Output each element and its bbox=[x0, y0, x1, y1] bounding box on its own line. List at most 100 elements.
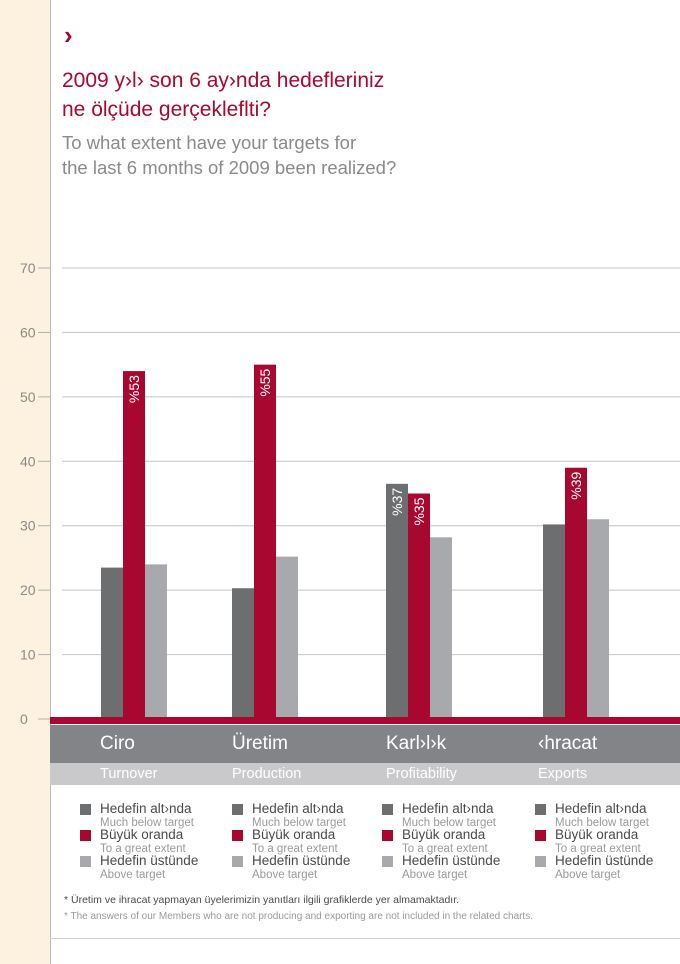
legend-label-en: Much below target bbox=[100, 817, 194, 829]
legend-item: Hedefin üstünde Above target bbox=[80, 852, 230, 886]
bar bbox=[101, 567, 123, 719]
legend-label-en: Much below target bbox=[555, 817, 649, 829]
legend-label-en: To a great extent bbox=[252, 843, 338, 855]
category-label-tr: Üretim bbox=[232, 733, 288, 754]
legend-label-tr: Büyük oranda bbox=[555, 827, 639, 842]
legend-label-en: To a great extent bbox=[402, 843, 488, 855]
title-en-line-1: To what extent have your targets for bbox=[62, 132, 357, 153]
category-label-tr: Ciro bbox=[100, 733, 135, 754]
legend-label-tr: Hedefin alt›nda bbox=[555, 801, 647, 816]
bar-data-label: %37 bbox=[389, 488, 405, 516]
page-title-en: To what extent have your targets for the… bbox=[62, 130, 622, 180]
legend-swatch-below bbox=[80, 804, 91, 815]
page-margin-strip bbox=[0, 0, 51, 964]
legend-label-en: Above target bbox=[100, 869, 166, 881]
legend-label-tr: Hedefin alt›nda bbox=[100, 801, 192, 816]
legend-swatch-above bbox=[232, 856, 243, 867]
y-tick-label: 60 bbox=[20, 324, 36, 340]
legend-column: Hedefin alt›nda Much below target Büyük … bbox=[382, 800, 532, 886]
legend-item: Büyük oranda To a great extent bbox=[232, 826, 382, 860]
legend-item: Hedefin üstünde Above target bbox=[382, 852, 532, 886]
category-label-tr: ‹hracat bbox=[538, 733, 598, 754]
y-tick-label: 70 bbox=[20, 260, 36, 276]
legend-label-tr: Hedefin üstünde bbox=[555, 853, 654, 868]
legend-label-en: Above target bbox=[252, 869, 318, 881]
bar bbox=[386, 483, 408, 719]
category-label-en: Exports bbox=[538, 766, 588, 782]
bar bbox=[587, 519, 609, 719]
category-label-en: Turnover bbox=[100, 766, 158, 782]
bar-data-label: %39 bbox=[568, 472, 584, 500]
title-tr-line-2: ne ölçüde gerçekleflti? bbox=[62, 98, 271, 121]
bar-data-label: %55 bbox=[257, 368, 273, 396]
legend-swatch-great bbox=[535, 830, 546, 841]
legend-label-en: To a great extent bbox=[100, 843, 186, 855]
category-label-en: Production bbox=[232, 766, 302, 782]
legend-swatch-above bbox=[80, 856, 91, 867]
x-axis-baseline bbox=[50, 717, 680, 724]
bar bbox=[232, 588, 254, 719]
title-en-line-2: the last 6 months of 2009 been realized? bbox=[62, 157, 397, 178]
legend-swatch-below bbox=[535, 804, 546, 815]
bar bbox=[254, 364, 276, 719]
category-label-tr: Karl›l›k bbox=[386, 733, 447, 754]
legend-label-tr: Hedefin üstünde bbox=[402, 853, 501, 868]
bar bbox=[276, 556, 298, 719]
legend-item: Hedefin üstünde Above target bbox=[535, 852, 680, 886]
legend-label-en: Above target bbox=[555, 869, 621, 881]
category-band-en bbox=[50, 763, 680, 785]
legend-swatch-below bbox=[382, 804, 393, 815]
footnote-tr: * Üretim ve ihracat yapmayan üyelerimizi… bbox=[64, 894, 460, 906]
legend-label-tr: Hedefin üstünde bbox=[100, 853, 199, 868]
chevron-right-icon: › bbox=[64, 20, 73, 50]
legend-label-tr: Hedefin alt›nda bbox=[252, 801, 344, 816]
legend-item: Hedefin üstünde Above target bbox=[232, 852, 382, 886]
bar bbox=[145, 564, 167, 719]
footnote-en: * The answers of our Members who are not… bbox=[64, 911, 533, 922]
page-title-tr: 2009 y›l› son 6 ay›nda hedefleriniz ne ö… bbox=[62, 66, 622, 124]
y-tick-label: 30 bbox=[20, 518, 36, 534]
legend-swatch-above bbox=[382, 856, 393, 867]
legend-item: Büyük oranda To a great extent bbox=[382, 826, 532, 860]
legend-label-tr: Büyük oranda bbox=[252, 827, 336, 842]
legend-item: Büyük oranda To a great extent bbox=[80, 826, 230, 860]
bar-data-label: %35 bbox=[411, 497, 427, 525]
legend-swatch-great bbox=[232, 830, 243, 841]
legend-label-en: Much below target bbox=[402, 817, 496, 829]
legend-label-tr: Büyük oranda bbox=[402, 827, 486, 842]
legend-column: Hedefin alt›nda Much below target Büyük … bbox=[80, 800, 230, 886]
legend-label-tr: Hedefin alt›nda bbox=[402, 801, 494, 816]
bar bbox=[543, 524, 565, 719]
legend-item: Hedefin alt›nda Much below target bbox=[232, 800, 382, 834]
legend-label-tr: Büyük oranda bbox=[100, 827, 184, 842]
bar bbox=[430, 537, 452, 719]
bar bbox=[565, 467, 587, 719]
legend-label-en: Much below target bbox=[252, 817, 346, 829]
legend-swatch-above bbox=[535, 856, 546, 867]
legend-swatch-great bbox=[80, 830, 91, 841]
legend-label-en: To a great extent bbox=[555, 843, 641, 855]
category-band-tr bbox=[50, 725, 680, 763]
legend-item: Hedefin alt›nda Much below target bbox=[382, 800, 532, 834]
legend-swatch-great bbox=[382, 830, 393, 841]
y-tick-label: 50 bbox=[20, 389, 36, 405]
legend-item: Büyük oranda To a great extent bbox=[535, 826, 680, 860]
y-tick-label: 0 bbox=[20, 711, 28, 727]
bar bbox=[123, 371, 145, 719]
bar-data-label: %53 bbox=[126, 375, 142, 403]
bar bbox=[408, 493, 430, 719]
category-label-en: Profitability bbox=[386, 766, 457, 782]
legend-column: Hedefin alt›nda Much below target Büyük … bbox=[232, 800, 382, 886]
y-tick-label: 20 bbox=[20, 582, 36, 598]
y-tick-label: 10 bbox=[20, 647, 36, 663]
legend-swatch-below bbox=[232, 804, 243, 815]
legend-label-en: Above target bbox=[402, 869, 468, 881]
y-tick-label: 40 bbox=[20, 453, 36, 469]
legend-item: Hedefin alt›nda Much below target bbox=[80, 800, 230, 834]
title-tr-line-1: 2009 y›l› son 6 ay›nda hedefleriniz bbox=[62, 69, 385, 92]
legend-column: Hedefin alt›nda Much below target Büyük … bbox=[535, 800, 680, 886]
legend-label-tr: Hedefin üstünde bbox=[252, 853, 351, 868]
legend-item: Hedefin alt›nda Much below target bbox=[535, 800, 680, 834]
page-bottom-rule bbox=[50, 938, 680, 939]
